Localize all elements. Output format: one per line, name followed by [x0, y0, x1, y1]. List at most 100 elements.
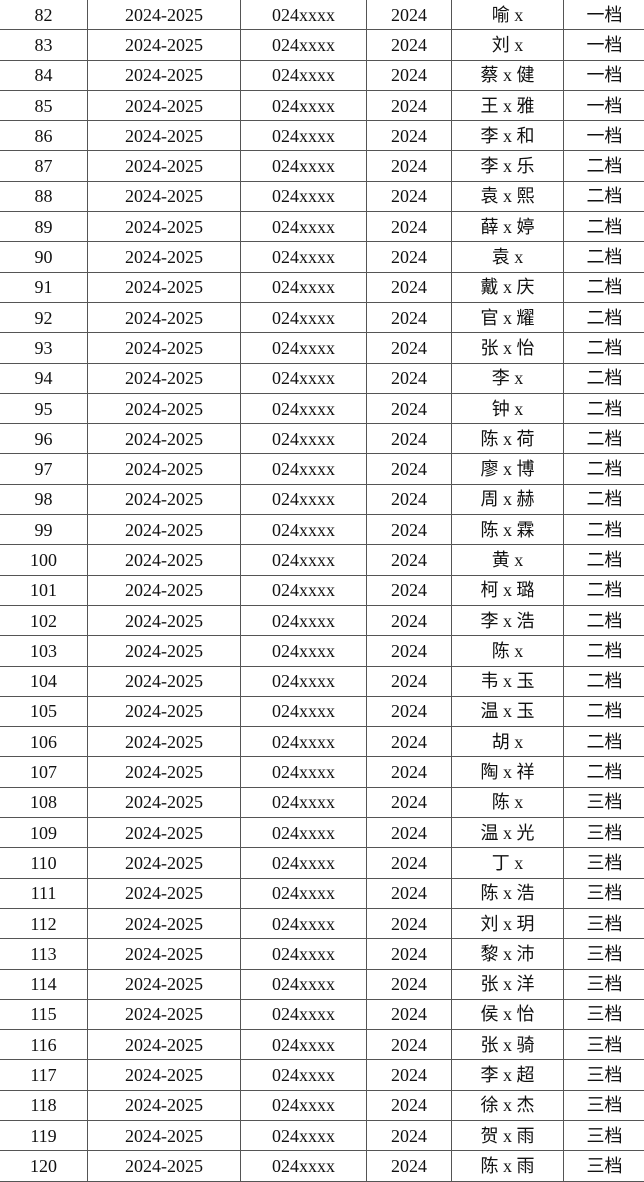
tier-cell: 二档 — [564, 272, 644, 302]
academic-year-cell: 2024-2025 — [88, 1060, 241, 1090]
row-number-cell: 86 — [0, 121, 88, 151]
student-name-cell: 丁 x — [452, 848, 564, 878]
student-id-cell: 024xxxx — [241, 363, 367, 393]
row-number-cell: 101 — [0, 575, 88, 605]
row-number-cell: 118 — [0, 1090, 88, 1120]
row-number-cell: 110 — [0, 848, 88, 878]
student-name-cell: 袁 x — [452, 242, 564, 272]
tier-cell: 一档 — [564, 90, 644, 120]
academic-year-cell: 2024-2025 — [88, 999, 241, 1029]
grade-year-cell: 2024 — [367, 515, 452, 545]
tier-cell: 二档 — [564, 696, 644, 726]
row-number-cell: 104 — [0, 666, 88, 696]
student-id-cell: 024xxxx — [241, 30, 367, 60]
row-number-cell: 119 — [0, 1120, 88, 1150]
row-number-cell: 100 — [0, 545, 88, 575]
student-name-cell: 陈 x 浩 — [452, 878, 564, 908]
student-name-cell: 陈 x — [452, 636, 564, 666]
academic-year-cell: 2024-2025 — [88, 696, 241, 726]
row-number-cell: 90 — [0, 242, 88, 272]
tier-cell: 二档 — [564, 393, 644, 423]
grade-year-cell: 2024 — [367, 151, 452, 181]
tier-cell: 三档 — [564, 1151, 644, 1181]
student-name-cell: 贺 x 雨 — [452, 1120, 564, 1150]
student-name-cell: 刘 x 玥 — [452, 908, 564, 938]
grade-year-cell: 2024 — [367, 787, 452, 817]
tier-cell: 二档 — [564, 575, 644, 605]
academic-year-cell: 2024-2025 — [88, 1120, 241, 1150]
student-id-cell: 024xxxx — [241, 999, 367, 1029]
grade-year-cell: 2024 — [367, 30, 452, 60]
student-id-cell: 024xxxx — [241, 0, 367, 30]
student-id-cell: 024xxxx — [241, 908, 367, 938]
grade-year-cell: 2024 — [367, 272, 452, 302]
academic-year-cell: 2024-2025 — [88, 666, 241, 696]
academic-year-cell: 2024-2025 — [88, 272, 241, 302]
student-name-cell: 廖 x 博 — [452, 454, 564, 484]
grade-year-cell: 2024 — [367, 969, 452, 999]
tier-cell: 三档 — [564, 1090, 644, 1120]
student-name-cell: 陈 x 雨 — [452, 1151, 564, 1181]
grade-year-cell: 2024 — [367, 878, 452, 908]
grade-year-cell: 2024 — [367, 939, 452, 969]
row-number-cell: 99 — [0, 515, 88, 545]
row-number-cell: 117 — [0, 1060, 88, 1090]
student-id-cell: 024xxxx — [241, 242, 367, 272]
student-id-cell: 024xxxx — [241, 636, 367, 666]
row-number-cell: 88 — [0, 181, 88, 211]
academic-year-cell: 2024-2025 — [88, 515, 241, 545]
grade-year-cell: 2024 — [367, 60, 452, 90]
student-id-cell: 024xxxx — [241, 181, 367, 211]
grade-year-cell: 2024 — [367, 696, 452, 726]
student-id-cell: 024xxxx — [241, 484, 367, 514]
tier-cell: 三档 — [564, 908, 644, 938]
row-number-cell: 83 — [0, 30, 88, 60]
student-name-cell: 陈 x 荷 — [452, 424, 564, 454]
row-number-cell: 102 — [0, 605, 88, 635]
academic-year-cell: 2024-2025 — [88, 60, 241, 90]
student-id-cell: 024xxxx — [241, 393, 367, 423]
student-name-cell: 温 x 光 — [452, 818, 564, 848]
tier-cell: 二档 — [564, 151, 644, 181]
tier-cell: 二档 — [564, 333, 644, 363]
tier-cell: 三档 — [564, 1060, 644, 1090]
academic-year-cell: 2024-2025 — [88, 757, 241, 787]
tier-cell: 二档 — [564, 363, 644, 393]
tier-cell: 二档 — [564, 757, 644, 787]
tier-cell: 二档 — [564, 484, 644, 514]
student-name-cell: 黎 x 沛 — [452, 939, 564, 969]
student-name-cell: 张 x 骑 — [452, 1030, 564, 1060]
student-name-cell: 韦 x 玉 — [452, 666, 564, 696]
tier-cell: 二档 — [564, 515, 644, 545]
student-id-cell: 024xxxx — [241, 545, 367, 575]
academic-year-cell: 2024-2025 — [88, 848, 241, 878]
academic-year-cell: 2024-2025 — [88, 818, 241, 848]
student-name-cell: 刘 x — [452, 30, 564, 60]
academic-year-cell: 2024-2025 — [88, 424, 241, 454]
grade-year-cell: 2024 — [367, 333, 452, 363]
row-number-cell: 108 — [0, 787, 88, 817]
student-name-cell: 袁 x 熙 — [452, 181, 564, 211]
student-id-cell: 024xxxx — [241, 818, 367, 848]
student-name-cell: 黄 x — [452, 545, 564, 575]
student-name-cell: 张 x 洋 — [452, 969, 564, 999]
tier-cell: 二档 — [564, 605, 644, 635]
student-id-cell: 024xxxx — [241, 696, 367, 726]
grade-year-cell: 2024 — [367, 575, 452, 605]
student-id-cell: 024xxxx — [241, 212, 367, 242]
student-id-cell: 024xxxx — [241, 757, 367, 787]
student-id-cell: 024xxxx — [241, 121, 367, 151]
student-id-cell: 024xxxx — [241, 575, 367, 605]
